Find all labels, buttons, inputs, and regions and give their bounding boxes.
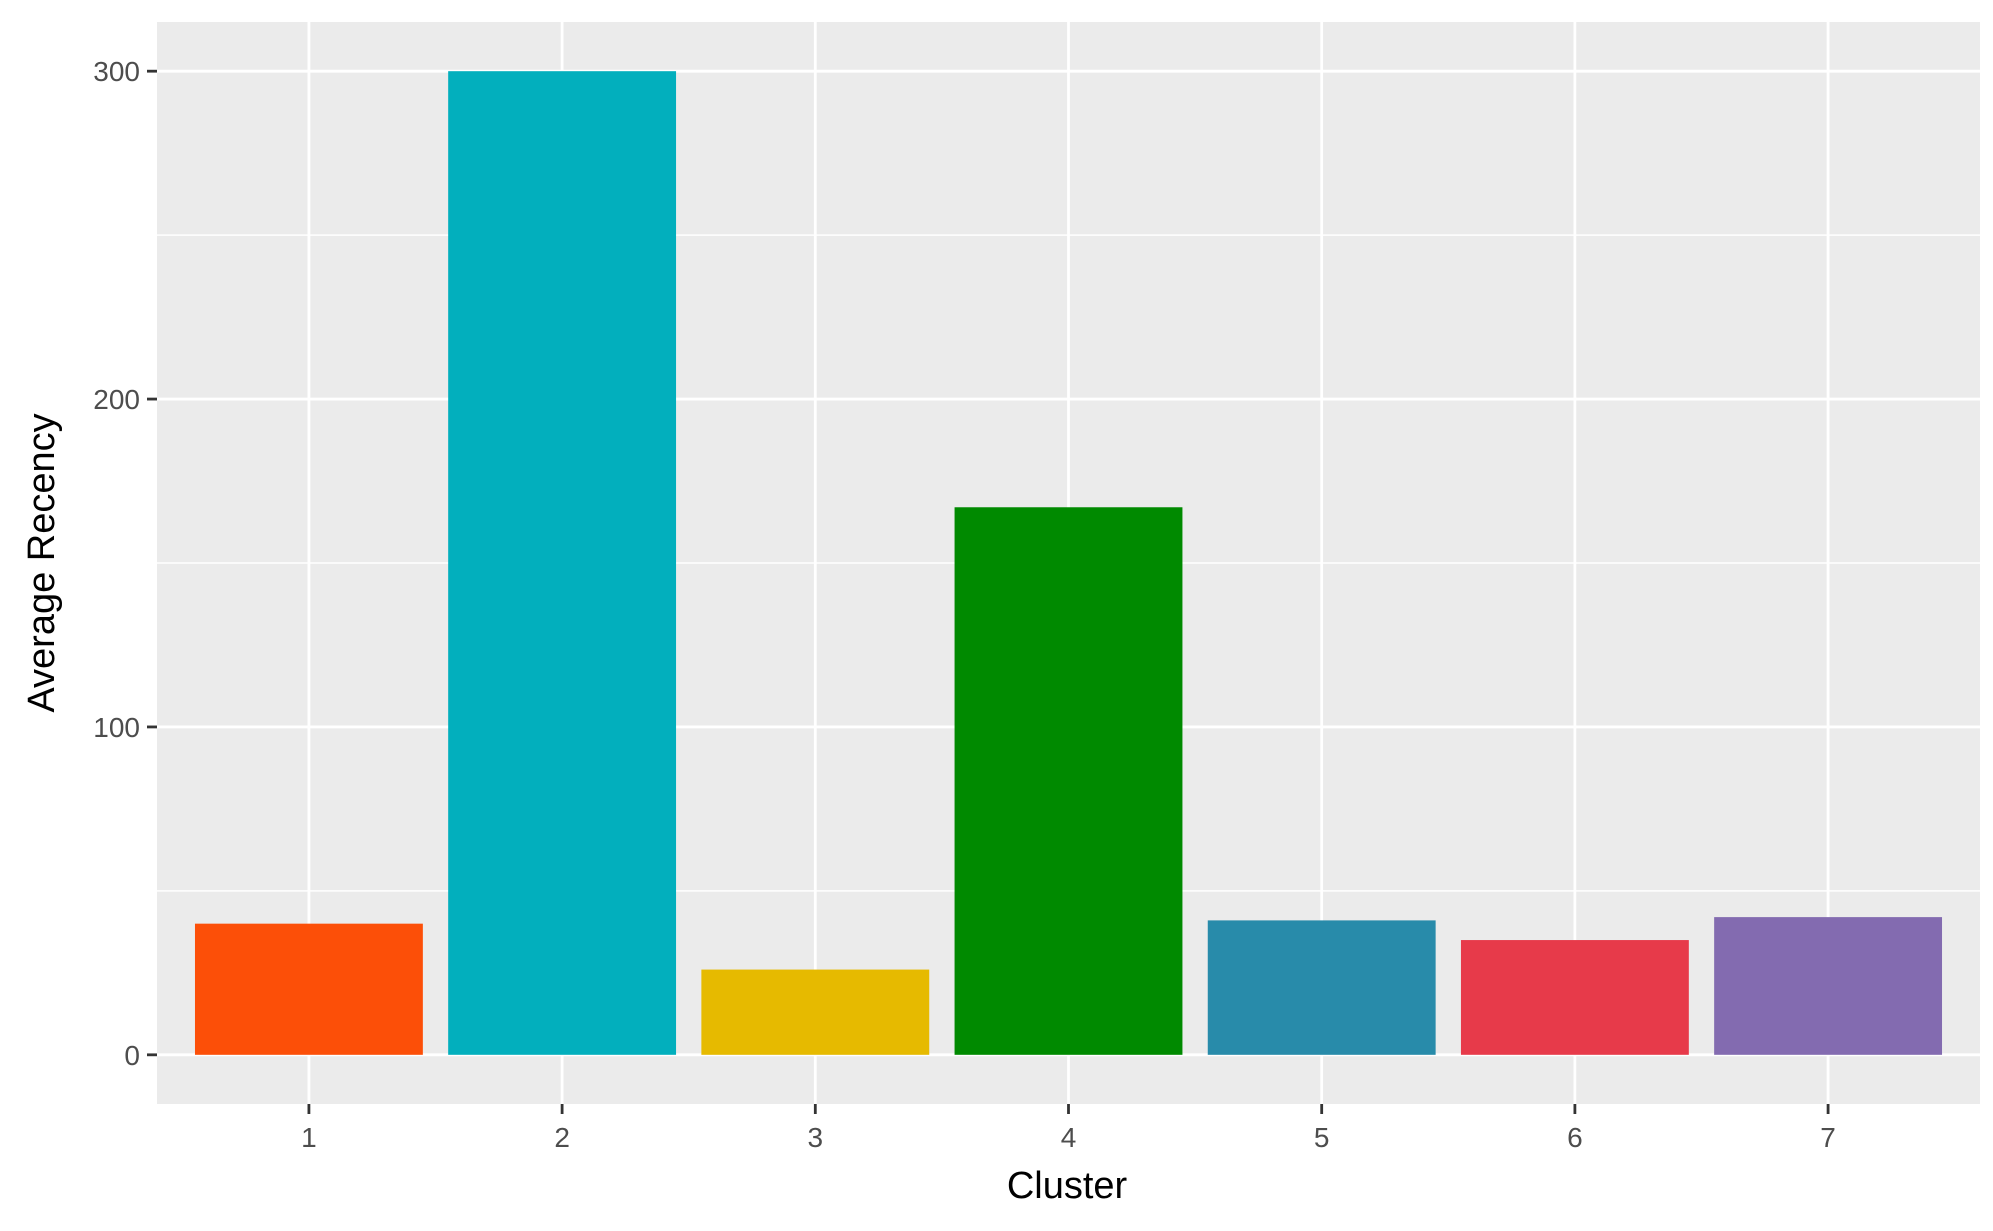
x-tick-label: 1 <box>301 1122 317 1153</box>
x-axis: 1 2 3 4 5 6 7 <box>301 1104 1836 1153</box>
x-tick-label: 6 <box>1567 1122 1583 1153</box>
bar-cluster-1 <box>194 923 423 1055</box>
y-axis-title: Average Recency <box>21 413 63 712</box>
bar-cluster-2 <box>448 71 677 1055</box>
x-tick-label: 4 <box>1061 1122 1077 1153</box>
y-tick-label: 100 <box>93 712 140 743</box>
bar-cluster-5 <box>1207 920 1436 1055</box>
x-tick-label: 7 <box>1820 1122 1836 1153</box>
y-axis: 0 100 200 300 <box>93 56 157 1071</box>
y-tick-label: 0 <box>124 1040 140 1071</box>
bar-cluster-4 <box>954 507 1183 1055</box>
y-tick-label: 300 <box>93 56 140 87</box>
bar-cluster-7 <box>1714 917 1943 1055</box>
y-tick-label: 200 <box>93 384 140 415</box>
bars <box>194 71 1943 1055</box>
x-tick-label: 3 <box>808 1122 824 1153</box>
x-axis-title: Cluster <box>1007 1165 1128 1207</box>
bar-cluster-6 <box>1460 940 1689 1055</box>
x-tick-label: 5 <box>1314 1122 1330 1153</box>
x-tick-label: 2 <box>554 1122 570 1153</box>
bar-cluster-3 <box>701 969 930 1055</box>
